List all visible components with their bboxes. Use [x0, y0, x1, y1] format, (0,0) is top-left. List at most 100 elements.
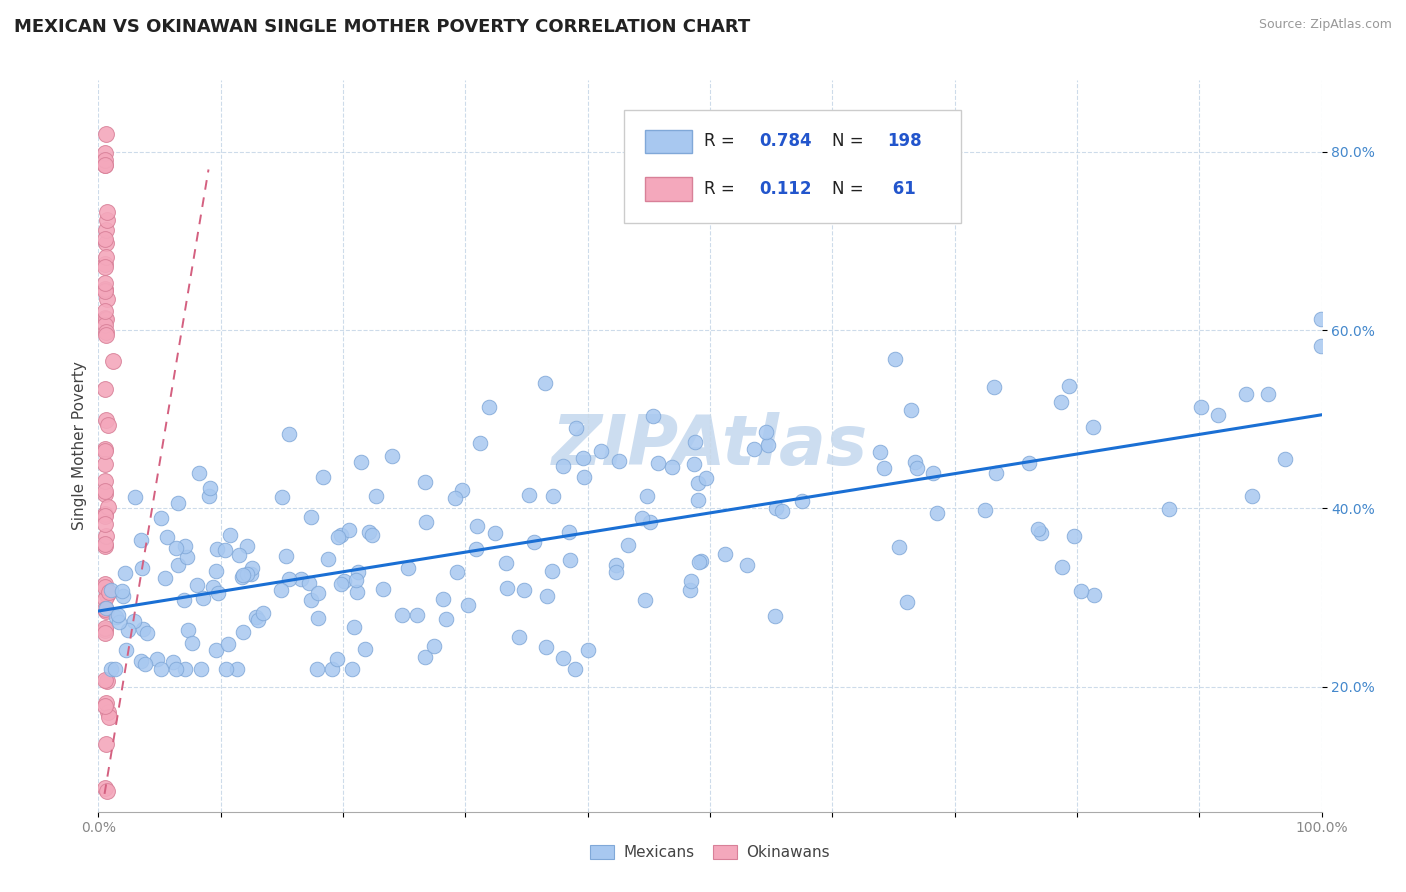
Point: [756, 438, 779, 452]
Point: [1029, 526, 1052, 541]
Point: [695, 471, 717, 485]
Point: [661, 460, 683, 475]
Point: [446, 565, 468, 579]
Point: [770, 504, 793, 518]
Point: [117, 623, 139, 637]
Point: [131, 533, 153, 548]
Point: [641, 409, 664, 423]
Point: [316, 551, 339, 566]
Point: [93, 507, 115, 521]
Point: [714, 547, 737, 561]
Point: [277, 427, 299, 442]
Point: [186, 578, 208, 592]
Point: [415, 516, 437, 530]
Point: [94, 698, 117, 713]
Text: Source: ZipAtlas.com: Source: ZipAtlas.com: [1258, 18, 1392, 31]
Point: [685, 435, 707, 450]
Point: [94, 311, 117, 326]
Point: [96, 588, 118, 602]
Bar: [645, 130, 692, 153]
Point: [207, 585, 229, 599]
Point: [104, 662, 127, 676]
Point: [523, 535, 546, 549]
Point: [765, 501, 787, 516]
Point: [96, 235, 118, 250]
Point: [93, 158, 115, 172]
Point: [1081, 420, 1104, 434]
Point: [1310, 339, 1333, 353]
Point: [94, 327, 117, 342]
Point: [591, 443, 613, 458]
Point: [551, 458, 574, 473]
Point: [236, 539, 259, 553]
Point: [93, 146, 115, 161]
Point: [1208, 408, 1230, 422]
Point: [925, 506, 948, 520]
Point: [96, 205, 118, 219]
Point: [564, 662, 586, 676]
Text: MEXICAN VS OKINAWAN SINGLE MOTHER POVERTY CORRELATION CHART: MEXICAN VS OKINAWAN SINGLE MOTHER POVERT…: [14, 18, 751, 36]
Point: [312, 470, 335, 484]
Point: [115, 643, 138, 657]
Point: [983, 380, 1005, 394]
Point: [235, 566, 257, 581]
Text: 198: 198: [887, 132, 922, 150]
Point: [465, 518, 488, 533]
Point: [94, 250, 117, 264]
Point: [114, 566, 136, 580]
Point: [298, 575, 321, 590]
Point: [1070, 583, 1092, 598]
Point: [792, 494, 814, 508]
Point: [191, 591, 214, 605]
Point: [371, 582, 394, 597]
Point: [94, 529, 117, 543]
Point: [560, 553, 582, 567]
Point: [326, 652, 349, 666]
Text: 0.784: 0.784: [759, 132, 811, 150]
Point: [422, 639, 444, 653]
Point: [1049, 395, 1071, 409]
Point: [94, 153, 117, 167]
Point: [332, 574, 354, 589]
Point: [93, 303, 115, 318]
Point: [1234, 386, 1257, 401]
Point: [869, 445, 891, 459]
Point: [434, 612, 457, 626]
Point: [93, 621, 115, 635]
Point: [94, 284, 117, 298]
Point: [686, 476, 709, 491]
Point: [94, 457, 117, 471]
Point: [131, 622, 153, 636]
Point: [93, 780, 115, 795]
Point: [124, 490, 146, 504]
Point: [232, 624, 254, 639]
Point: [153, 571, 176, 585]
Point: [205, 643, 228, 657]
Point: [173, 592, 195, 607]
Text: ZIPAtlas: ZIPAtlas: [553, 412, 868, 480]
Point: [381, 449, 404, 463]
Y-axis label: Single Mother Poverty: Single Mother Poverty: [72, 361, 87, 531]
Point: [534, 376, 557, 390]
Point: [1157, 502, 1180, 516]
Point: [278, 572, 301, 586]
Point: [763, 609, 786, 624]
Point: [150, 662, 173, 676]
Point: [165, 662, 187, 676]
Point: [478, 400, 501, 414]
Point: [290, 572, 312, 586]
Point: [1057, 378, 1080, 392]
Point: [1083, 588, 1105, 602]
Point: [150, 511, 173, 525]
Point: [299, 509, 322, 524]
Point: [343, 620, 366, 634]
Point: [413, 650, 436, 665]
Point: [111, 583, 134, 598]
Point: [174, 662, 197, 676]
Point: [536, 589, 558, 603]
Point: [307, 586, 329, 600]
Point: [98, 710, 121, 724]
Point: [94, 260, 117, 274]
Point: [93, 277, 115, 291]
Point: [97, 705, 120, 719]
